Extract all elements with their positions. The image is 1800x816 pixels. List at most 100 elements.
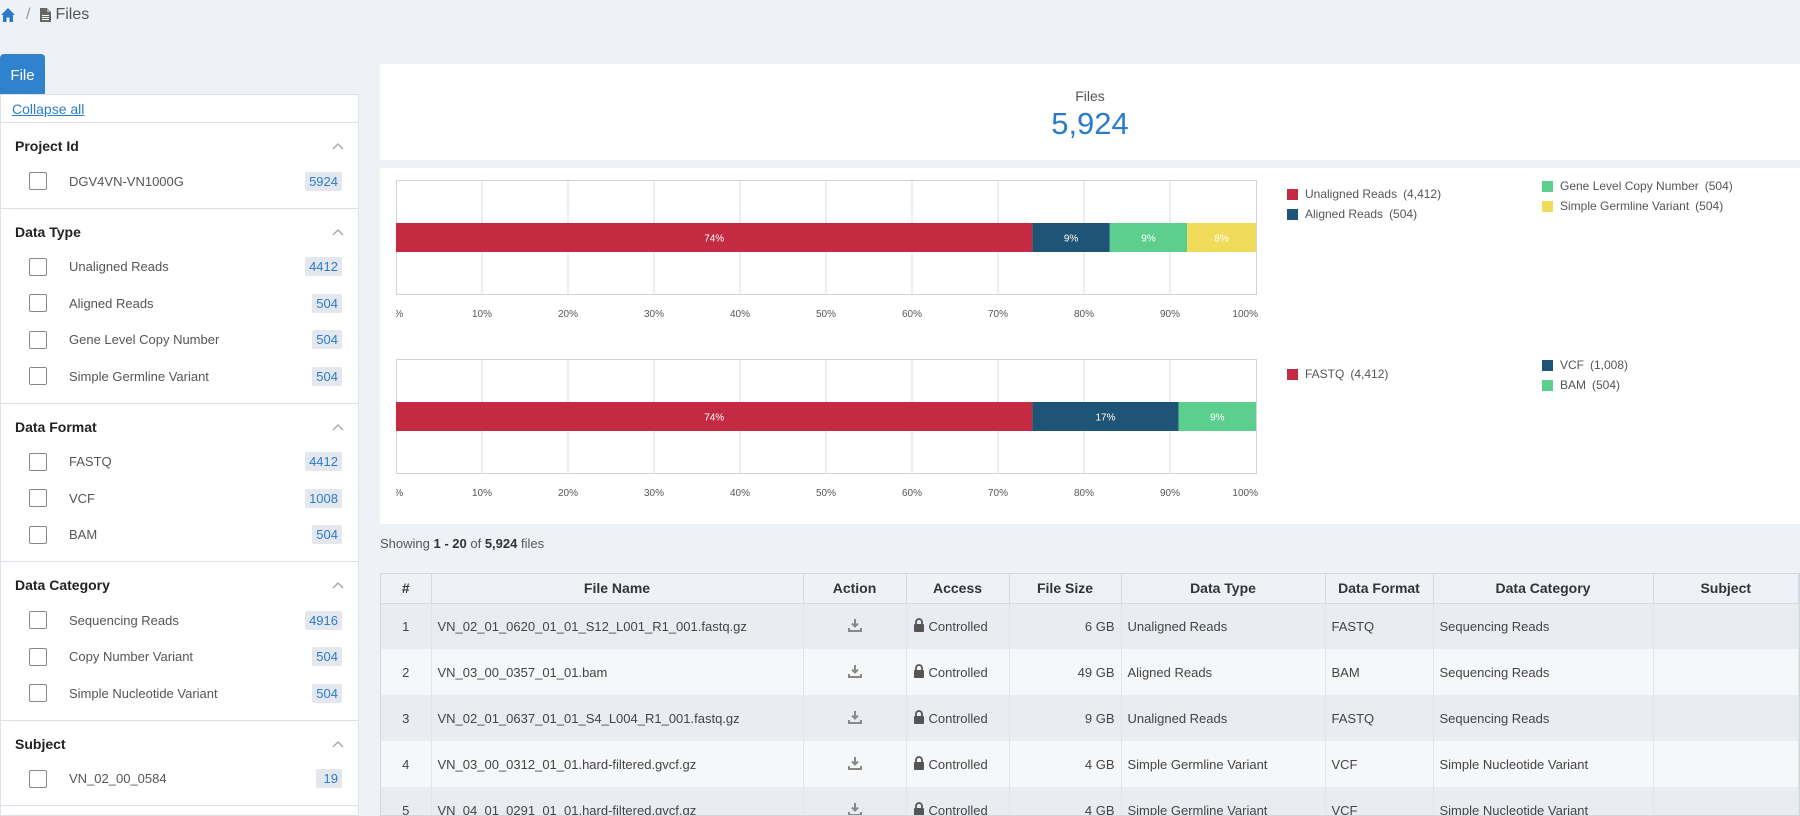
summary-label: Files [1075,88,1105,104]
chart-data-label: 9% [1210,413,1225,424]
column-header[interactable]: Action [803,574,907,604]
column-header[interactable]: Subject [1653,574,1799,604]
facet-header[interactable]: Data Format [1,410,358,444]
chart-bar-segment[interactable] [1032,402,1179,431]
chevron-up-icon[interactable] [332,581,344,589]
table-row[interactable]: 5 VN_04_01_0291_01_01.hard-filtered.gvcf.… [381,787,1799,816]
chevron-up-icon[interactable] [332,142,344,150]
facet-checkbox[interactable] [29,452,47,471]
facet-title: Data Category [15,577,110,593]
download-icon[interactable] [847,709,863,725]
chart-bar-segment[interactable] [396,402,1033,431]
facet-checkbox[interactable] [29,257,47,276]
facet-checkbox[interactable] [29,367,47,386]
table-row[interactable]: 3 VN_02_01_0637_01_01_S4_L004_R1_001.fast… [381,695,1799,741]
file-name[interactable]: VN_03_00_0357_01_01.bam [431,649,804,695]
column-header[interactable]: Data Category [1433,574,1654,604]
facet-option[interactable]: Aligned Reads 504 [1,285,358,322]
collapse-all-link[interactable]: Collapse all [1,95,358,123]
file-name[interactable]: VN_02_01_0620_01_01_S12_L001_R1_001.fast… [431,603,804,649]
facet-option-count: 4916 [305,610,342,630]
file-name[interactable]: VN_03_00_0312_01_01.hard-filtered.gvcf.g… [431,741,804,787]
facet-option-label: VCF [69,490,95,506]
chevron-up-icon[interactable] [332,740,344,748]
facet-option[interactable]: Sequencing Reads 4916 [1,602,358,639]
facet-option[interactable]: DGV4VN-VN1000G 5924 [1,163,358,200]
column-header[interactable]: Access [906,574,1010,604]
download-icon[interactable] [847,617,863,633]
access-cell: Controlled [906,787,1010,815]
download-icon[interactable] [847,801,863,816]
facet-checkbox[interactable] [29,330,47,349]
facet-header[interactable]: Project Id [1,129,358,163]
facet-header[interactable]: Subject [1,727,358,761]
column-header[interactable]: File Size [1009,574,1122,604]
table-row[interactable]: 1 VN_02_01_0620_01_01_S12_L001_R1_001.fas… [381,603,1799,649]
chart-tick-label: 60% [902,488,922,499]
facet-checkbox[interactable] [29,611,47,630]
chart-bar-segment[interactable] [1178,402,1256,431]
facet-option[interactable]: FASTQ 4412 [1,444,358,481]
facet-option-label: Simple Germline Variant [69,368,209,384]
facet-option[interactable]: Copy Number Variant 504 [1,639,358,676]
legend-item[interactable]: VCF (1,008) [1542,355,1628,375]
table-row[interactable]: 2 VN_03_00_0357_01_01.bam Controlled 49 GB A… [381,649,1799,695]
facet-group: Subject VN_02_00_0584 19 [1,721,358,806]
legend-item[interactable]: FASTQ (4,412) [1287,364,1388,384]
access-cell: Controlled [906,649,1010,695]
facet-checkbox[interactable] [29,525,47,544]
column-header[interactable]: Data Format [1325,574,1434,604]
facet-checkbox[interactable] [29,684,47,703]
data-format: FASTQ [1325,603,1434,649]
facet-header[interactable]: Data Type [1,215,358,249]
legend-item[interactable]: Simple Germline Variant (504) [1542,196,1733,216]
facet-option[interactable]: VN_02_00_0584 19 [1,761,358,798]
file-name[interactable]: VN_04_01_0291_01_01.hard-filtered.gvcf.g… [431,787,804,815]
facet-option[interactable]: Gene Level Copy Number 504 [1,322,358,359]
column-header[interactable]: Data Type [1121,574,1326,604]
files-summary: Files 5,924 [380,64,1800,160]
home-icon[interactable] [0,7,16,23]
chevron-up-icon[interactable] [332,423,344,431]
legend-item[interactable]: BAM (504) [1542,375,1628,395]
facet-checkbox[interactable] [29,172,47,191]
summary-value: 5,924 [1051,106,1129,141]
facet-option[interactable]: Unaligned Reads 4412 [1,249,358,286]
chart-bar-segment[interactable] [396,223,1033,252]
data-format-chart: 74% 17% 9% 0% 10% 20% 30% 40% 50% 60% 70% 80% 90% 100… [396,359,1266,509]
column-header[interactable]: File Name [431,574,804,604]
legend-item[interactable]: Aligned Reads (504) [1287,204,1441,224]
data-category: Sequencing Reads [1433,649,1654,695]
tab-file[interactable]: File [0,54,45,96]
facet-option-count: 504 [312,293,342,313]
legend-item[interactable]: Unaligned Reads (4,412) [1287,184,1441,204]
chart-tick-label: 40% [730,309,750,320]
legend-label: Aligned Reads [1305,207,1384,221]
facet-option[interactable]: Simple Germline Variant 504 [1,358,358,395]
download-icon[interactable] [847,755,863,771]
facet-option[interactable]: Simple Nucleotide Variant 504 [1,675,358,712]
action-cell [803,787,907,816]
facet-option[interactable]: VCF 1008 [1,480,358,517]
legend-item[interactable]: Gene Level Copy Number (504) [1542,176,1733,196]
facet-checkbox[interactable] [29,647,47,666]
file-name[interactable]: VN_02_01_0637_01_01_S4_L004_R1_001.fastq… [431,695,804,741]
facet-option-label: Gene Level Copy Number [69,332,220,348]
chevron-up-icon[interactable] [332,228,344,236]
facet-checkbox[interactable] [29,294,47,313]
action-cell [803,695,907,741]
facet-title: Data Format [15,418,97,435]
column-header[interactable]: # [381,574,432,604]
subject [1653,787,1799,815]
download-icon[interactable] [847,663,863,679]
subject [1653,741,1799,787]
table-row[interactable]: 4 VN_03_00_0312_01_01.hard-filtered.gvcf.… [381,741,1799,787]
facet-header[interactable]: Data Category [1,568,358,602]
facet-option[interactable]: BAM 504 [1,517,358,554]
facet-checkbox[interactable] [29,769,47,788]
chart-bar-segment[interactable] [1032,223,1110,252]
facet-checkbox[interactable] [29,489,47,508]
chart-bar-segment[interactable] [1187,223,1256,252]
breadcrumb-current: Files [55,6,90,23]
chart-bar-segment[interactable] [1109,223,1188,252]
